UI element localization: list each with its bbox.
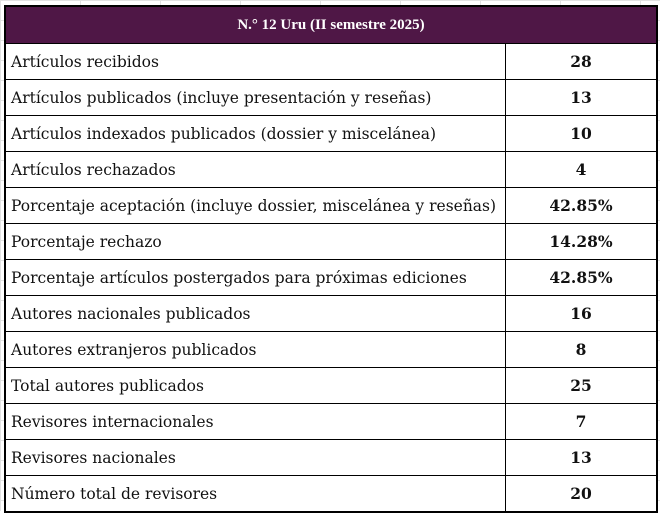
row-value[interactable]: 8 bbox=[506, 332, 658, 368]
table-row: Porcentaje artículos postergados para pr… bbox=[5, 260, 657, 296]
row-label[interactable]: Revisores nacionales bbox=[5, 440, 506, 476]
row-value[interactable]: 13 bbox=[506, 80, 658, 116]
row-label[interactable]: Autores extranjeros publicados bbox=[5, 332, 506, 368]
table-row: Porcentaje aceptación (incluye dossier, … bbox=[5, 188, 657, 224]
row-value[interactable]: 14.28% bbox=[506, 224, 658, 260]
row-value[interactable]: 7 bbox=[506, 404, 658, 440]
row-value[interactable]: 20 bbox=[506, 476, 658, 513]
row-label[interactable]: Artículos indexados publicados (dossier … bbox=[5, 116, 506, 152]
stats-table: N.° 12 Uru (II semestre 2025) Artículos … bbox=[4, 5, 658, 513]
row-value[interactable]: 42.85% bbox=[506, 260, 658, 296]
row-label[interactable]: Porcentaje rechazo bbox=[5, 224, 506, 260]
row-value[interactable]: 13 bbox=[506, 440, 658, 476]
row-value[interactable]: 28 bbox=[506, 44, 658, 80]
row-value[interactable]: 25 bbox=[506, 368, 658, 404]
row-label[interactable]: Número total de revisores bbox=[5, 476, 506, 513]
row-value[interactable]: 4 bbox=[506, 152, 658, 188]
table-row: Artículos indexados publicados (dossier … bbox=[5, 116, 657, 152]
row-label[interactable]: Revisores internacionales bbox=[5, 404, 506, 440]
row-value[interactable]: 16 bbox=[506, 296, 658, 332]
row-label[interactable]: Artículos publicados (incluye presentaci… bbox=[5, 80, 506, 116]
row-value[interactable]: 42.85% bbox=[506, 188, 658, 224]
row-label[interactable]: Artículos rechazados bbox=[5, 152, 506, 188]
table-title: N.° 12 Uru (II semestre 2025) bbox=[5, 6, 657, 44]
row-label[interactable]: Total autores publicados bbox=[5, 368, 506, 404]
table-row: Artículos publicados (incluye presentaci… bbox=[5, 80, 657, 116]
row-label[interactable]: Artículos recibidos bbox=[5, 44, 506, 80]
row-label[interactable]: Porcentaje artículos postergados para pr… bbox=[5, 260, 506, 296]
row-label[interactable]: Porcentaje aceptación (incluye dossier, … bbox=[5, 188, 506, 224]
row-value[interactable]: 10 bbox=[506, 116, 658, 152]
row-label[interactable]: Autores nacionales publicados bbox=[5, 296, 506, 332]
